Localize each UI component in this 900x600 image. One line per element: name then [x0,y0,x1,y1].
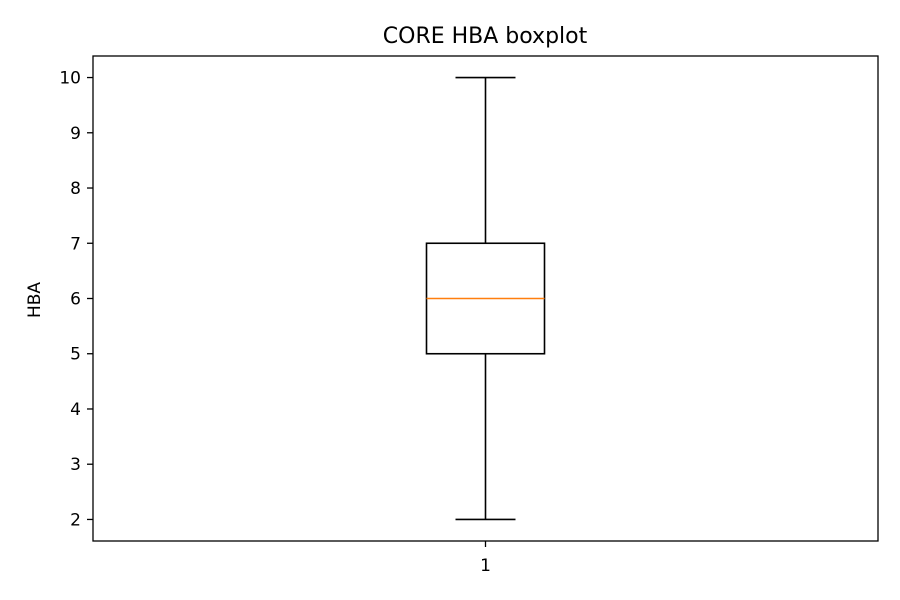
y-tick-label: 3 [70,455,81,475]
y-tick-label: 2 [70,510,81,530]
plot-area: 2 3 4 5 6 7 8 9 10 1 [59,55,879,576]
y-tick-label: 10 [59,69,81,89]
y-tick-label: 7 [70,234,81,254]
y-tick-label: 4 [70,400,81,420]
y-tick-label: 6 [70,290,81,310]
chart-title: CORE HBA boxplot [383,24,588,49]
y-tick-label: 5 [70,345,81,365]
y-axis-label: HBA [25,282,45,318]
y-tick-label: 9 [70,124,81,144]
x-tick-label: 1 [480,556,491,576]
y-tick-label: 8 [70,179,81,199]
